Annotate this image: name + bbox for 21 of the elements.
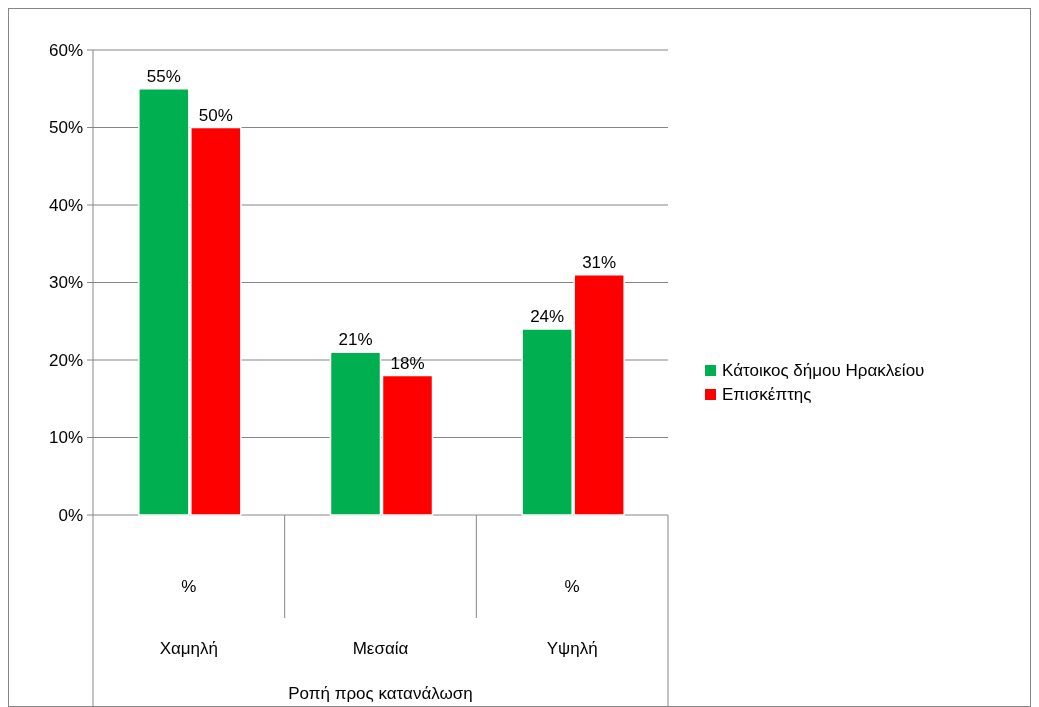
legend-label: Κάτοικος δήμου Ηρακλείου: [722, 360, 925, 380]
y-tick-label: 0%: [58, 505, 83, 525]
x-tick-label: Υψηλή: [546, 638, 598, 658]
text: %: [181, 576, 197, 596]
y-tick-label: 10%: [48, 428, 83, 448]
y-tick-label: 50%: [48, 118, 83, 138]
y-tick-label: 20%: [48, 350, 83, 370]
y-tick-label: 60%: [48, 40, 83, 60]
data-label: 50%: [198, 105, 233, 125]
data-label: 18%: [390, 353, 425, 373]
x-tick-label: Μεσαία: [352, 638, 409, 658]
text: %: [564, 576, 580, 596]
legend-label: Επισκέπτης: [722, 384, 812, 404]
y-tick-label: 30%: [48, 273, 83, 293]
x-axis-title: Ροπή προς κατανάλωση: [288, 683, 473, 703]
data-label: 24%: [530, 307, 565, 326]
data-label: 31%: [582, 252, 617, 272]
x-tick-label: Χαμηλή: [159, 638, 219, 658]
data-label: 55%: [146, 66, 181, 86]
data-label: 21%: [338, 330, 373, 350]
y-tick-label: 40%: [48, 195, 83, 215]
